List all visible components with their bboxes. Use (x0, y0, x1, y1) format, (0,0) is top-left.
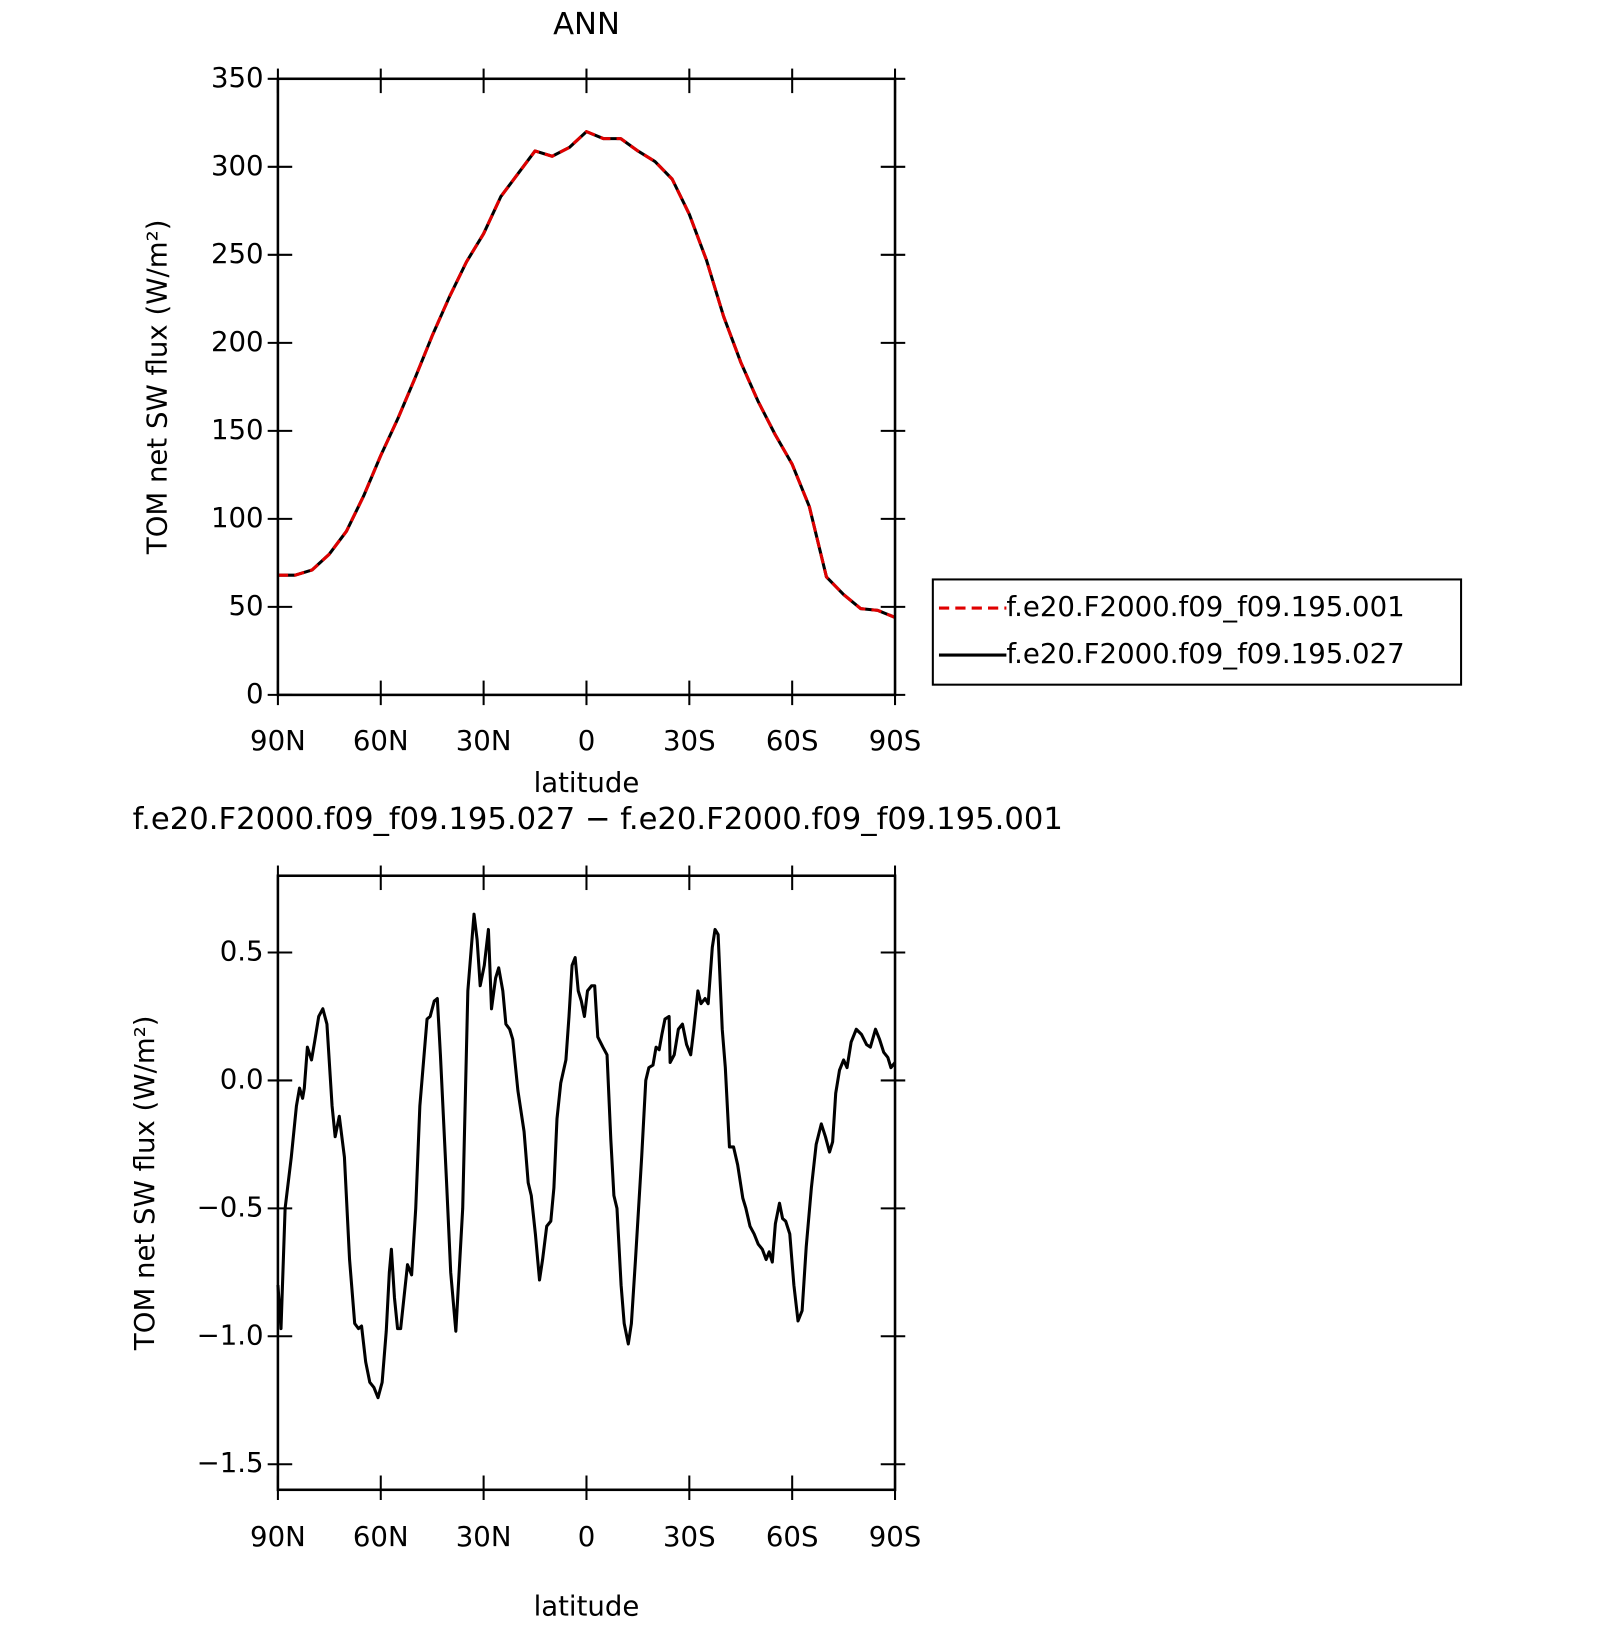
y-tick-label: −0.5 (197, 1190, 264, 1223)
x-axis-label: latitude (534, 1589, 640, 1622)
legend-box (931, 578, 1463, 686)
x-tick-label: 60S (766, 1520, 819, 1553)
data-line (276, 912, 897, 1400)
y-tick-label: 350 (211, 61, 264, 94)
plot-frame (276, 874, 897, 1492)
legend-label: f.e20.F2000.f09_f09.195.027 (1006, 637, 1404, 670)
x-tick-label: 30N (456, 724, 512, 757)
y-tick-label: 0.5 (220, 934, 264, 967)
x-tick-label: 90N (250, 724, 306, 757)
y-tick-label: 0 (246, 677, 264, 710)
x-tick-label: 60S (766, 724, 819, 757)
y-tick-label: −1.5 (197, 1446, 264, 1479)
y-tick-label: 100 (211, 501, 264, 534)
y-tick-label: 0.0 (220, 1062, 264, 1095)
x-tick-label: 90N (250, 1520, 306, 1553)
x-tick-label: 60N (353, 724, 409, 757)
y-tick-label: 200 (211, 325, 264, 358)
x-tick-label: 90S (869, 724, 922, 757)
y-tick-label: 150 (211, 413, 264, 446)
y-tick-label: 250 (211, 237, 264, 270)
y-axis-label: TOM net SW flux (W/m²) (128, 1015, 161, 1351)
y-tick-label: 50 (229, 589, 264, 622)
chart-title: f.e20.F2000.f09_f09.195.027 − f.e20.F200… (133, 802, 1063, 837)
x-tick-label: 0 (578, 724, 596, 757)
data-line (277, 130, 896, 619)
legend-label: f.e20.F2000.f09_f09.195.001 (1006, 590, 1404, 623)
x-tick-label: 30S (663, 724, 716, 757)
x-axis-label: latitude (534, 766, 640, 799)
x-tick-label: 90S (869, 1520, 922, 1553)
x-tick-label: 0 (578, 1520, 596, 1553)
y-tick-label: 300 (211, 149, 264, 182)
x-tick-label: 30S (663, 1520, 716, 1553)
y-tick-label: −1.0 (197, 1318, 264, 1351)
plot-frame (276, 77, 897, 697)
data-line (277, 130, 896, 619)
x-tick-label: 60N (353, 1520, 409, 1553)
chart-title: ANN (553, 7, 620, 42)
x-tick-label: 30N (456, 1520, 512, 1553)
y-axis-label: TOM net SW flux (W/m²) (140, 220, 173, 556)
